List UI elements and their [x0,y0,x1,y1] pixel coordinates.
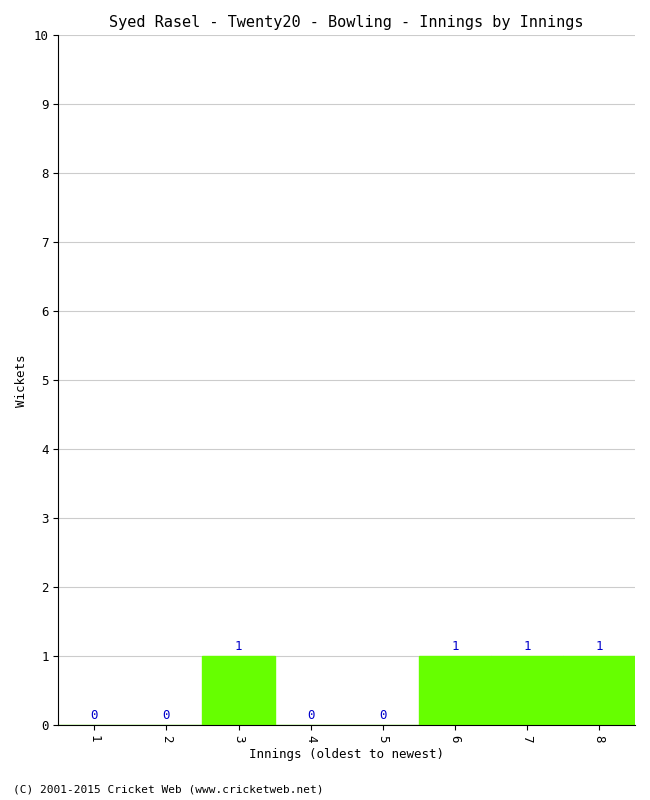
Title: Syed Rasel - Twenty20 - Bowling - Innings by Innings: Syed Rasel - Twenty20 - Bowling - Inning… [109,15,584,30]
Text: 0: 0 [379,709,387,722]
Text: 1: 1 [451,640,458,653]
Text: 1: 1 [523,640,530,653]
Text: 1: 1 [235,640,242,653]
Bar [419,656,491,726]
Text: 1: 1 [595,640,603,653]
Text: 0: 0 [307,709,315,722]
Y-axis label: Wickets: Wickets [15,354,28,406]
Text: 0: 0 [162,709,170,722]
Text: (C) 2001-2015 Cricket Web (www.cricketweb.net): (C) 2001-2015 Cricket Web (www.cricketwe… [13,784,324,794]
X-axis label: Innings (oldest to newest): Innings (oldest to newest) [249,748,444,761]
Bar [563,656,635,726]
Text: 0: 0 [90,709,98,722]
Bar [202,656,274,726]
Bar [491,656,563,726]
